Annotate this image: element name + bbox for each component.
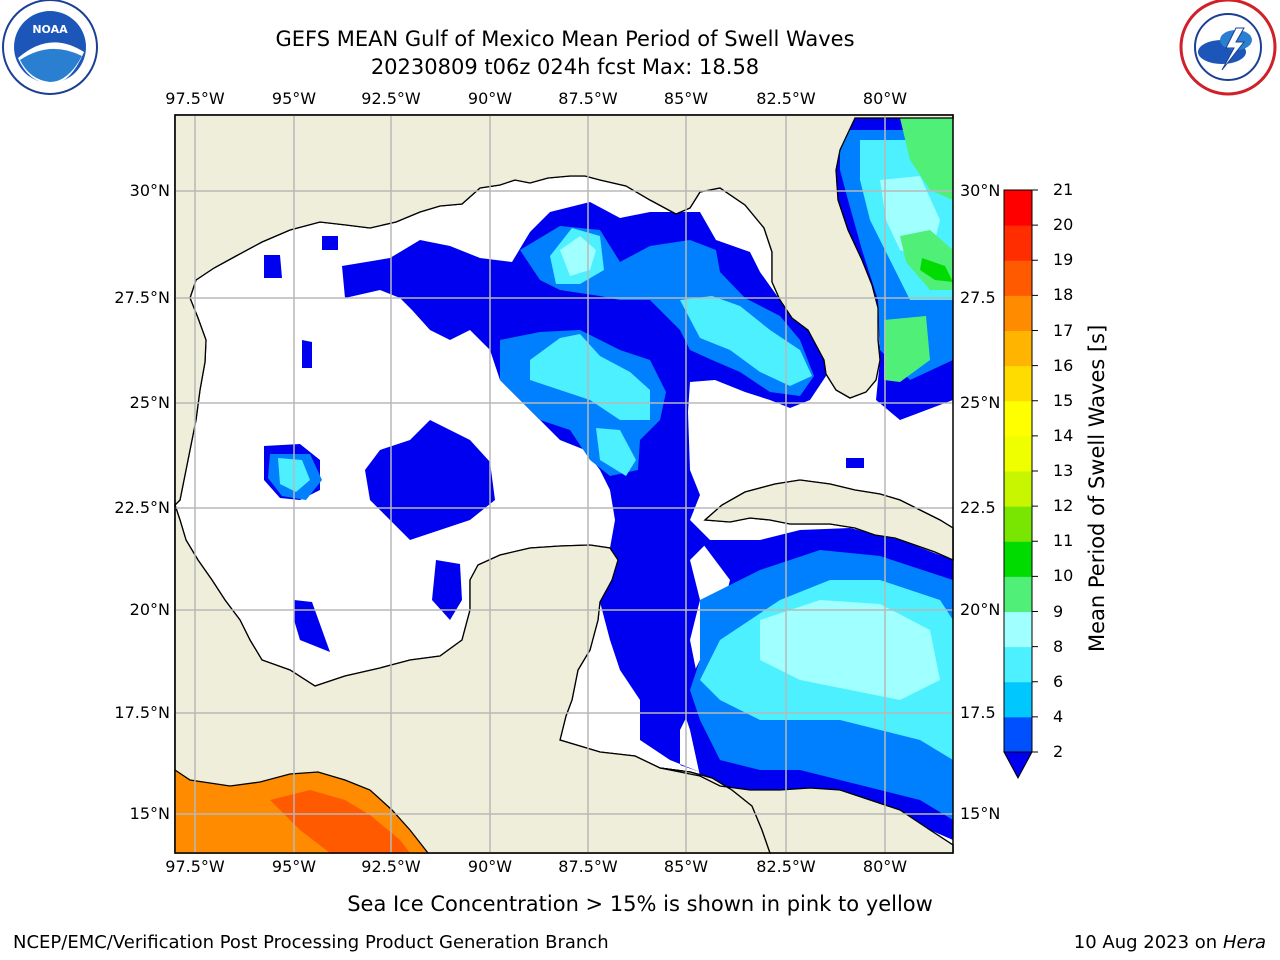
land-honduras-top bbox=[659, 767, 954, 854]
lat-left-label-3: 22.5°N bbox=[114, 498, 170, 517]
colorbar-segment-15 bbox=[1004, 190, 1032, 226]
colorbar-label: Mean Period of Swell Waves [s] bbox=[1085, 324, 1109, 652]
swell-blue-bay-campeche bbox=[294, 600, 330, 652]
colorbar-segment-0 bbox=[1004, 716, 1032, 753]
colorbar-tick-label-14: 19 bbox=[1053, 250, 1074, 270]
colorbar-tick-label-3: 8 bbox=[1053, 636, 1064, 656]
lon-top-label-6: 82.5°W bbox=[756, 89, 816, 108]
lon-bottom-label-4: 87.5°W bbox=[558, 857, 618, 876]
lat-left-label-1: 27.5°N bbox=[114, 288, 170, 307]
map-frame bbox=[174, 114, 954, 854]
colorbar-segment-12 bbox=[1004, 295, 1032, 331]
colorbar-tick-label-11: 16 bbox=[1053, 355, 1074, 375]
colorbar-tick-label-5: 10 bbox=[1053, 566, 1074, 586]
lat-right-label-2: 25°N bbox=[960, 393, 1001, 412]
lat-right-label-0: 30°N bbox=[960, 181, 1001, 200]
swell-blue-spot-1 bbox=[264, 255, 282, 278]
colorbar-segment-10 bbox=[1004, 365, 1032, 402]
lat-left-label-6: 15°N bbox=[129, 804, 170, 823]
lat-right-label-6: 15°N bbox=[960, 804, 1001, 823]
swell-green-atlantic-north bbox=[900, 118, 953, 200]
lon-bottom-label-3: 90°W bbox=[467, 857, 513, 876]
noaa-logo-text: NOAA bbox=[32, 23, 68, 36]
footer-date: 10 Aug 2023 on bbox=[1073, 932, 1218, 953]
lon-bottom-label-6: 82.5°W bbox=[756, 857, 816, 876]
swell-blue-spot-3 bbox=[302, 340, 312, 368]
lat-left-label-2: 25°N bbox=[129, 393, 170, 412]
colorbar-tick-label-16: 21 bbox=[1053, 180, 1074, 199]
colorbar-segment-3 bbox=[1004, 611, 1032, 648]
footer-host: Hera bbox=[1222, 932, 1266, 953]
lon-top-label-2: 92.5°W bbox=[361, 89, 421, 108]
swell-dark-green-atlantic bbox=[920, 258, 953, 282]
colorbar-tick-label-10: 15 bbox=[1053, 390, 1074, 410]
footer-left: NCEP/EMC/Verification Post Processing Pr… bbox=[13, 932, 609, 953]
swell-light-cyan-north bbox=[560, 236, 596, 276]
noaa-logo-icon: NOAA bbox=[2, 0, 98, 95]
colorbar-extend-triangle bbox=[1003, 751, 1033, 780]
swell-blue-west-central bbox=[365, 420, 495, 540]
colorbar-segment-2 bbox=[1004, 646, 1032, 683]
lon-top-label-5: 85°W bbox=[663, 89, 709, 108]
lat-right-label-3: 22.5 bbox=[960, 498, 996, 517]
lat-right-label-1: 27.5 bbox=[960, 288, 996, 307]
colorbar-tick-label-8: 13 bbox=[1053, 461, 1074, 480]
nws-logo-icon bbox=[1179, 0, 1277, 96]
colorbar-tick-label-1: 4 bbox=[1053, 706, 1064, 726]
colorbar-segment-9 bbox=[1004, 400, 1032, 437]
colorbar-tick-label-15: 20 bbox=[1053, 215, 1074, 235]
colorbar-tick-label-4: 9 bbox=[1053, 601, 1064, 621]
lon-top-label-0: 97.5°W bbox=[165, 89, 225, 108]
swell-blue-spot-2 bbox=[322, 236, 338, 250]
lat-left-label-5: 17.5°N bbox=[114, 703, 170, 722]
colorbar-tick-label-9: 14 bbox=[1053, 425, 1074, 445]
lon-top-label-1: 95°W bbox=[271, 89, 317, 108]
colorbar-tick-label-13: 18 bbox=[1053, 285, 1074, 305]
lat-right-label-5: 17.5 bbox=[960, 703, 996, 722]
swell-blue-spot-4 bbox=[846, 458, 864, 468]
colorbar-segment-4 bbox=[1004, 576, 1032, 612]
swell-cyan-east bbox=[680, 296, 812, 386]
lon-bottom-label-2: 92.5°W bbox=[361, 857, 421, 876]
colorbar-tick-label-12: 17 bbox=[1053, 320, 1074, 340]
chart-subtitle: 20230809 t06z 024h fcst Max: 18.58 bbox=[370, 55, 760, 79]
lat-left-label-4: 20°N bbox=[129, 600, 170, 619]
swell-cyan-central bbox=[530, 334, 650, 420]
lon-top-label-4: 87.5°W bbox=[558, 89, 618, 108]
swell-green-atlantic-south bbox=[884, 316, 930, 382]
colorbar-segment-14 bbox=[1004, 225, 1032, 261]
lon-bottom-label-1: 95°W bbox=[271, 857, 317, 876]
land-north-america-top bbox=[174, 114, 954, 507]
colorbar-segment-8 bbox=[1004, 435, 1032, 472]
lat-left-label-0: 30°N bbox=[129, 181, 170, 200]
colorbar-segment-5 bbox=[1004, 541, 1032, 577]
colorbar-tick-label-0: 2 bbox=[1053, 742, 1064, 761]
swell-blue-spot-5 bbox=[432, 560, 462, 620]
lat-right-label-4: 20°N bbox=[960, 600, 1001, 619]
lon-bottom-label-5: 85°W bbox=[663, 857, 709, 876]
colorbar-segment-1 bbox=[1004, 681, 1032, 718]
pacific-red-orange-top bbox=[270, 790, 410, 853]
lon-bottom-label-7: 80°W bbox=[862, 857, 908, 876]
footer-right: 10 Aug 2023 on Hera bbox=[1074, 932, 1266, 953]
colorbar-segment-7 bbox=[1004, 471, 1032, 507]
colorbar-tick-label-7: 12 bbox=[1053, 496, 1074, 516]
swell-cyan-spot bbox=[596, 428, 636, 476]
chart-title: GEFS MEAN Gulf of Mexico Mean Period of … bbox=[275, 27, 855, 51]
lon-bottom-label-0: 97.5°W bbox=[165, 857, 225, 876]
swell-light-cyan-caribbean bbox=[760, 600, 940, 700]
colorbar-tick-label-2: 6 bbox=[1053, 671, 1064, 691]
lon-top-label-7: 80°W bbox=[862, 89, 908, 108]
pacific-coastline bbox=[174, 769, 429, 854]
colorbar-tick-label-6: 11 bbox=[1053, 531, 1074, 551]
sea-ice-note: Sea Ice Concentration > 15% is shown in … bbox=[347, 892, 933, 916]
colorbar-segment-13 bbox=[1004, 260, 1032, 296]
colorbar-segment-11 bbox=[1004, 330, 1032, 367]
colorbar-segment-6 bbox=[1004, 506, 1032, 542]
lon-top-label-3: 90°W bbox=[467, 89, 513, 108]
